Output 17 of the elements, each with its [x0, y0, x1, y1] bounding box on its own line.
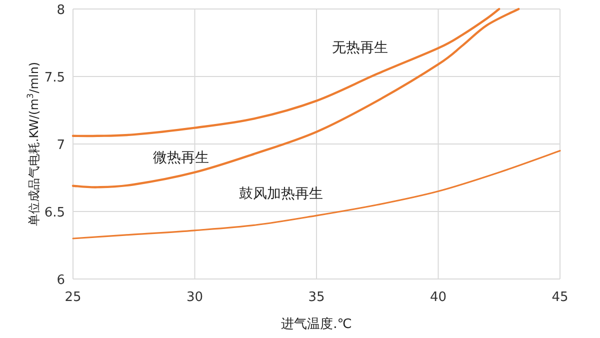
- series-label: 无热再生: [332, 40, 388, 56]
- series-label: 微热再生: [153, 150, 209, 166]
- y-tick-label: 7: [56, 138, 65, 153]
- line-series: [72, 150, 561, 240]
- x-tick-label: 45: [552, 290, 568, 305]
- line-series: [72, 8, 500, 138]
- y-tick-label: 6.5: [44, 206, 65, 220]
- y-tick-label: 6: [56, 273, 65, 288]
- y-tick-label: 7.5: [44, 70, 65, 86]
- x-tick-label: 35: [308, 290, 325, 305]
- x-tick-label: 40: [430, 290, 447, 305]
- y-tick-label: 8: [56, 3, 65, 18]
- x-axis-title: 进气温度.℃: [281, 316, 352, 332]
- x-tick-label: 25: [64, 290, 82, 305]
- line-series: [72, 8, 520, 188]
- series-label: 鼓风加热再生: [239, 186, 323, 202]
- x-tick-label: 30: [186, 290, 204, 305]
